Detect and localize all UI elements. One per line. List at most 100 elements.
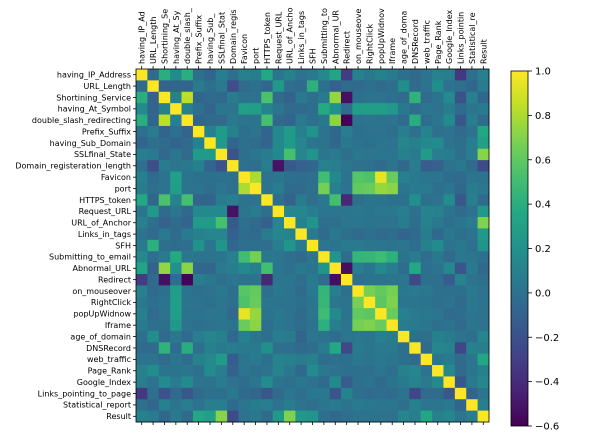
heatmap-cell-18-11	[261, 273, 273, 286]
heatmap-cell-2-27	[443, 91, 456, 104]
heatmap-cell-22-7	[215, 319, 228, 332]
heatmap-cell-15-19	[352, 239, 365, 252]
heatmap-cell-12-4	[181, 205, 194, 218]
heatmap-cell-2-11	[261, 91, 273, 104]
heatmap-cell-4-8	[227, 114, 239, 127]
heatmap-cell-23-30	[477, 330, 490, 343]
heatmap-cell-12-12	[272, 205, 285, 218]
heatmap-cell-3-20	[363, 103, 376, 115]
heatmap-cell-14-6	[204, 228, 217, 241]
heatmap-cell-7-15	[306, 148, 319, 161]
heatmap-cell-24-7	[215, 342, 228, 355]
heatmap-cell-4-27	[443, 114, 456, 127]
heatmap-cell-19-15	[306, 285, 319, 298]
heatmap-cell-6-15	[306, 137, 319, 150]
heatmap-cell-19-19	[352, 285, 365, 298]
heatmap-cell-19-18	[340, 285, 353, 298]
heatmap-cell-2-1	[147, 91, 160, 104]
heatmap-cell-17-22	[386, 262, 399, 275]
heatmap-cell-17-15	[306, 262, 319, 275]
x-tick-label: Domain_regis	[229, 9, 238, 64]
heatmap-cell-27-28	[454, 376, 467, 389]
heatmap-cell-5-19	[352, 125, 365, 138]
heatmap-cell-29-8	[227, 399, 239, 411]
heatmap-cell-22-15	[306, 319, 319, 332]
heatmap-cell-11-18	[340, 194, 353, 206]
x-tick-label: Google_Index	[445, 10, 454, 65]
heatmap-cell-14-3	[170, 228, 182, 241]
heatmap-cell-18-26	[432, 273, 444, 286]
heatmap-cell-13-24	[409, 217, 422, 229]
heatmap-cell-4-16	[318, 114, 330, 127]
heatmap-cell-21-3	[170, 308, 182, 320]
heatmap-cell-18-27	[443, 273, 456, 286]
heatmap-cell-4-12	[272, 114, 285, 127]
heatmap-cell-24-25	[420, 342, 433, 355]
heatmap-cell-27-17	[329, 376, 342, 389]
x-tick-label: HTTPS_token	[263, 12, 272, 64]
heatmap-cell-28-20	[363, 387, 376, 400]
heatmap-cell-5-12	[272, 125, 285, 138]
heatmap-cell-16-2	[158, 251, 171, 263]
heatmap-cell-25-17	[329, 353, 342, 366]
heatmap-cell-25-23	[397, 353, 410, 366]
heatmap-cell-21-13	[284, 308, 296, 320]
heatmap-cell-22-3	[170, 319, 182, 332]
heatmap-cell-17-1	[147, 262, 160, 275]
heatmap-cell-18-1	[147, 273, 160, 286]
heatmap-cell-4-9	[238, 114, 251, 127]
heatmap-cell-25-20	[363, 353, 376, 366]
heatmap-cell-4-11	[261, 114, 273, 127]
heatmap-cell-4-5	[192, 114, 205, 127]
heatmap-cell-26-4	[181, 365, 194, 377]
heatmap-cell-17-12	[272, 262, 285, 275]
heatmap-cell-29-11	[261, 399, 273, 411]
y-tick-label: HTTPS_token	[79, 196, 131, 205]
heatmap-cell-13-23	[397, 217, 410, 229]
heatmap-cell-22-22	[386, 319, 399, 332]
x-tick-label: Redirect	[343, 31, 352, 64]
heatmap-cell-28-3	[170, 387, 182, 400]
y-tick-label: popUpWidnow	[73, 310, 131, 319]
colorbar-gradient	[511, 71, 528, 426]
heatmap-cell-30-5	[192, 410, 205, 423]
heatmap-cell-8-6	[204, 160, 217, 172]
heatmap-cell-29-12	[272, 399, 285, 411]
heatmap-cell-7-17	[329, 148, 342, 161]
heatmap-cell-5-9	[238, 125, 251, 138]
x-tick-label: URL_Length	[149, 17, 158, 64]
heatmap-cell-3-21	[375, 103, 387, 115]
heatmap-cell-0-0	[136, 69, 148, 81]
heatmap-cell-20-2	[158, 296, 171, 309]
heatmap-cell-10-3	[170, 182, 182, 195]
heatmap-cell-29-19	[352, 399, 365, 411]
heatmap-cell-19-8	[227, 285, 239, 298]
heatmap-cell-26-30	[477, 365, 490, 377]
heatmap-cell-24-9	[238, 342, 251, 355]
heatmap-cell-21-30	[477, 308, 490, 320]
x-tick-label: Links_in_tags	[297, 11, 306, 64]
heatmap-cell-11-6	[204, 194, 217, 206]
heatmap-cell-25-3	[170, 353, 182, 366]
heatmap-cell-30-25	[420, 410, 433, 423]
heatmap-cell-5-23	[397, 125, 410, 138]
heatmap-cell-23-18	[340, 330, 353, 343]
heatmap-cell-17-4	[181, 262, 194, 275]
heatmap-cell-7-12	[272, 148, 285, 161]
heatmap-cell-20-17	[329, 296, 342, 309]
heatmap-cell-8-14	[295, 160, 308, 172]
heatmap-cell-16-12	[272, 251, 285, 263]
heatmap-cell-11-24	[409, 194, 422, 206]
heatmap-cell-29-18	[340, 399, 353, 411]
heatmap-cell-3-0	[136, 103, 148, 115]
heatmap-cell-8-23	[397, 160, 410, 172]
heatmap-cell-2-18	[340, 91, 353, 104]
heatmap-cell-15-24	[409, 239, 422, 252]
x-tick-label: Prefix_Suffix	[195, 15, 204, 64]
heatmap-cell-30-11	[261, 410, 273, 423]
heatmap-cell-5-6	[204, 125, 217, 138]
heatmap-cell-15-8	[227, 239, 239, 252]
heatmap-cell-22-13	[284, 319, 296, 332]
heatmap-cell-7-23	[397, 148, 410, 161]
heatmap-cell-10-25	[420, 182, 433, 195]
